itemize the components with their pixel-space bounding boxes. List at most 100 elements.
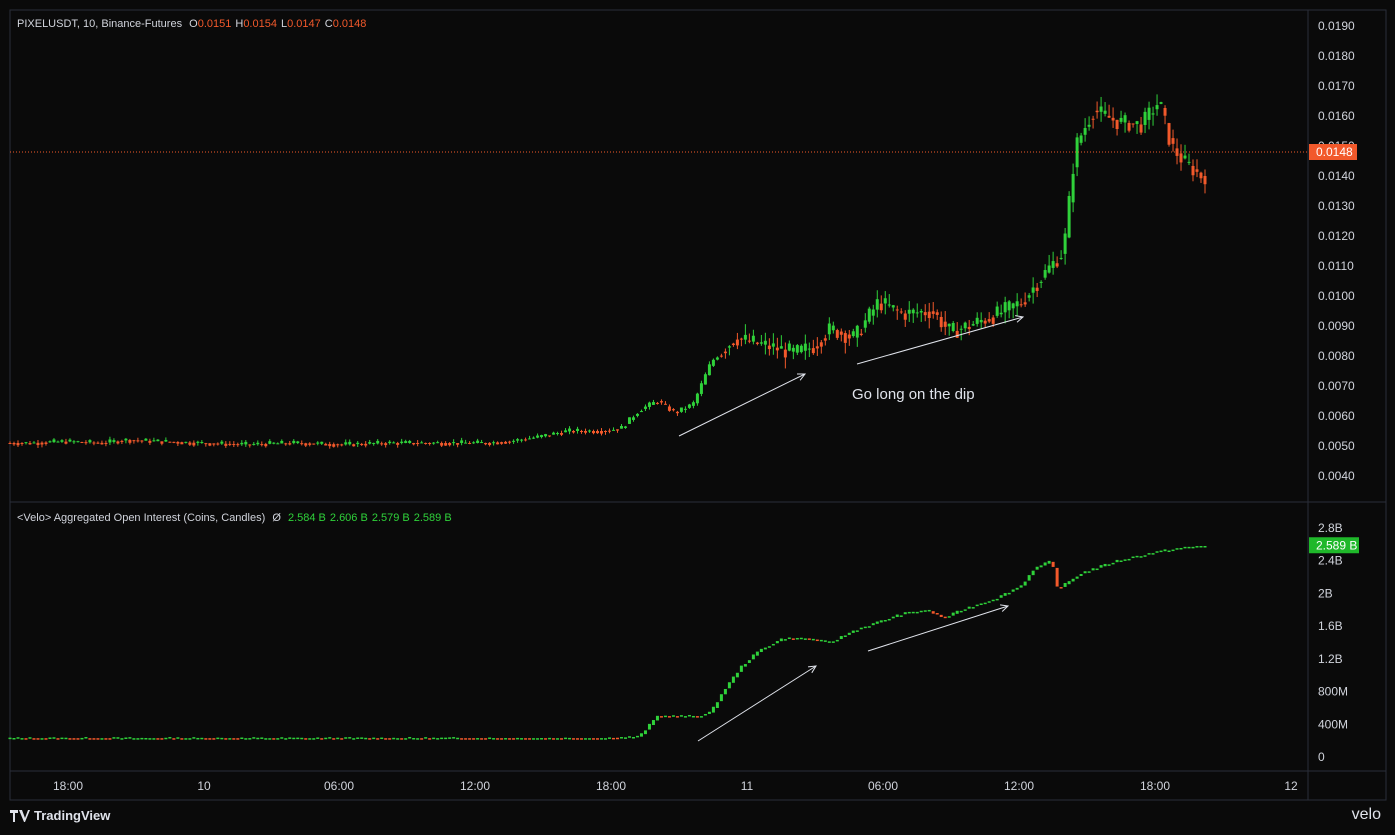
price-candle	[1115, 119, 1119, 130]
oi-candle	[659, 716, 663, 718]
tradingview-logo[interactable]: TradingView	[10, 808, 110, 823]
price-candle	[108, 439, 112, 443]
oi-candle	[36, 738, 40, 740]
price-candle	[284, 443, 288, 445]
oi-candle	[1055, 567, 1059, 587]
oi-candle	[791, 638, 795, 640]
oi-candle	[344, 737, 348, 739]
oi-candle	[979, 603, 983, 605]
price-candles	[8, 94, 1207, 449]
oi-candle	[416, 738, 420, 740]
oi-candle	[1047, 560, 1051, 564]
price-arrow-1[interactable]	[678, 373, 806, 437]
price-candle	[348, 441, 352, 445]
oi-candle	[995, 598, 999, 601]
price-candle	[256, 442, 260, 445]
oi-candle	[759, 648, 763, 653]
price-arrow-2[interactable]	[856, 316, 1024, 365]
price-candle	[132, 440, 136, 442]
price-tick-label: 0.0170	[1318, 79, 1355, 93]
oi-candle	[1203, 545, 1207, 548]
price-candle	[328, 444, 332, 447]
symbol-title[interactable]: PIXELUSDT, 10, Binance-Futures	[17, 18, 183, 30]
price-candle	[803, 343, 807, 351]
annotation-arrows	[678, 315, 1025, 742]
price-candle	[176, 442, 180, 444]
price-candle	[783, 349, 787, 358]
oi-candle	[1059, 587, 1063, 589]
oi-candle	[524, 738, 528, 740]
last-price-badge	[1309, 144, 1357, 160]
price-candle	[915, 312, 919, 314]
oi-symbol: Ø	[272, 512, 281, 524]
price-candle	[979, 319, 983, 323]
oi-candle	[284, 738, 288, 740]
oi-candle	[520, 738, 524, 740]
oi-candle	[895, 614, 899, 617]
price-candle	[743, 334, 747, 340]
oi-candle	[304, 738, 308, 740]
oi-candle	[1043, 562, 1047, 566]
oi-candle	[404, 738, 408, 740]
price-candle	[336, 444, 340, 446]
oi-candle	[392, 737, 396, 740]
oi-candle	[803, 638, 807, 640]
price-candle	[891, 305, 895, 308]
price-candle	[1063, 233, 1067, 254]
price-candle	[779, 346, 783, 349]
price-candle	[695, 393, 699, 404]
price-candle	[671, 409, 675, 411]
price-candle	[615, 429, 619, 431]
time-tick-label: 11	[741, 779, 754, 793]
oi-title[interactable]: <Velo> Aggregated Open Interest (Coins, …	[17, 512, 266, 524]
price-candle	[104, 442, 108, 444]
oi-candle	[80, 737, 84, 740]
oi-candle	[276, 738, 280, 740]
oi-candle	[851, 630, 855, 633]
oi-candle	[336, 737, 340, 740]
price-candle	[903, 313, 907, 320]
price-candle	[1083, 128, 1087, 135]
oi-arrow-2[interactable]	[867, 605, 1009, 652]
oi-candle	[56, 738, 60, 740]
oi-candle	[975, 604, 979, 607]
price-candle	[1059, 257, 1063, 259]
oi-arrow-1[interactable]	[697, 665, 817, 742]
oi-candle	[604, 738, 608, 740]
price-candle	[396, 443, 400, 445]
price-candle	[340, 444, 344, 446]
price-candle	[1027, 295, 1031, 298]
oi-candle	[915, 611, 919, 614]
price-candle	[564, 430, 568, 433]
price-candle	[96, 442, 100, 444]
price-candle	[1123, 115, 1127, 123]
price-candle	[983, 320, 987, 324]
price-candle	[228, 443, 232, 445]
oi-candle	[1019, 585, 1023, 588]
price-candle	[843, 333, 847, 343]
oi-candle	[508, 738, 512, 740]
price-candle	[919, 310, 923, 313]
oi-candle	[504, 738, 508, 740]
price-candle	[556, 433, 560, 435]
price-candle	[1135, 121, 1139, 124]
oi-candle	[631, 737, 635, 739]
oi-candle	[871, 623, 875, 626]
price-candle	[1203, 176, 1207, 185]
price-candle	[480, 442, 484, 444]
oi-candle	[28, 737, 32, 739]
oi-candle	[1183, 546, 1187, 549]
oi-candle	[556, 738, 560, 740]
price-candle	[647, 402, 651, 407]
last-oi-label: 2.589 B	[1316, 538, 1357, 552]
oi-candle	[268, 738, 272, 740]
oi-tick-label: 1.6B	[1318, 619, 1343, 633]
price-candle	[927, 311, 931, 319]
price-candle	[947, 323, 951, 327]
oi-candle	[823, 640, 827, 642]
price-candle	[923, 312, 927, 316]
price-candle	[739, 338, 743, 340]
oi-candle	[528, 738, 532, 740]
price-candle	[1075, 137, 1079, 168]
